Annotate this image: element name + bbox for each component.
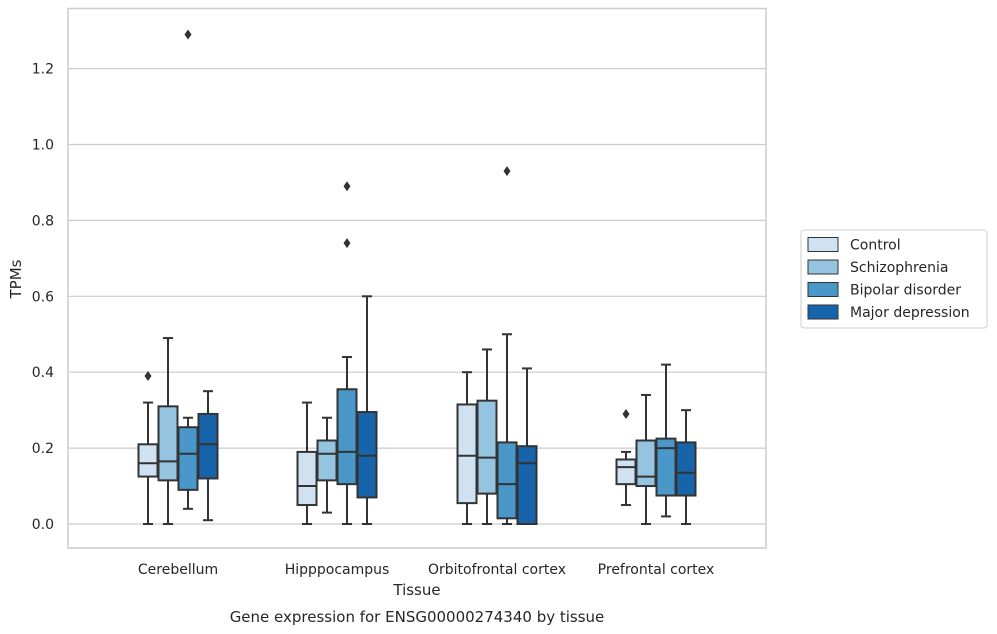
plot-frame	[67, 7, 767, 549]
box-group	[635, 393, 657, 525]
box-iqr	[197, 412, 219, 480]
y-tick-label: 0.0	[32, 517, 54, 533]
y-tick-labels: 0.0 0.2 0.4 0.6 0.8 1.0 1.2	[32, 62, 54, 533]
box-group	[197, 390, 219, 522]
legend-swatch	[807, 259, 839, 275]
legend-label: Bipolar disorder	[850, 283, 961, 299]
box-group	[476, 348, 498, 525]
box-group	[177, 29, 199, 510]
box-group	[296, 401, 318, 525]
legend: Control Schizophrenia Bipolar disorder Majo…	[800, 229, 988, 329]
box-group	[336, 181, 358, 525]
box-iqr	[296, 450, 318, 507]
box-group	[157, 337, 179, 525]
box-group	[516, 367, 538, 526]
box-iqr	[615, 458, 637, 486]
box-group	[456, 371, 478, 525]
box-iqr	[496, 441, 518, 520]
box-group	[137, 370, 159, 525]
box-iqr	[516, 445, 538, 526]
x-tick-label: Orbitofrontal cortex	[428, 562, 566, 578]
outlier-point	[184, 29, 192, 40]
box-group	[615, 408, 637, 507]
legend-label: Control	[850, 238, 901, 254]
outlier-point	[343, 181, 351, 192]
y-tick-label: 1.0	[32, 138, 54, 154]
x-tick-labels: Cerebellum Hipppocampus Orbitofrontal cort…	[138, 562, 714, 578]
x-tick-label: Cerebellum	[138, 562, 218, 578]
y-axis-title: TPMs	[7, 259, 25, 299]
legend-swatch	[807, 282, 839, 297]
box-iqr	[476, 399, 498, 495]
box-iqr	[635, 439, 657, 488]
box-group	[316, 416, 338, 514]
box-group	[356, 295, 378, 525]
box-iqr	[157, 405, 179, 482]
figure-caption: Gene expression for ENSG00000274340 by t…	[230, 608, 605, 626]
y-tick-label: 0.8	[32, 213, 54, 229]
x-tick-label: Hipppocampus	[285, 562, 390, 578]
x-tick-label: Prefrontal cortex	[598, 562, 715, 578]
box-iqr	[316, 439, 338, 482]
legend-swatch	[807, 237, 839, 252]
outlier-point	[503, 166, 511, 177]
x-axis-title: Tissue	[392, 581, 440, 599]
box-iqr	[456, 403, 478, 505]
outlier-point	[144, 370, 152, 381]
legend-swatch	[807, 304, 839, 320]
box-iqr	[137, 443, 159, 478]
legend-frame	[800, 229, 988, 329]
outlier-point	[343, 238, 351, 249]
y-tick-label: 1.2	[32, 62, 54, 78]
boxes	[137, 29, 697, 526]
legend-label: Schizophrenia	[850, 260, 948, 276]
y-tick-label: 0.6	[32, 289, 54, 305]
box-iqr	[675, 441, 697, 497]
y-tick-label: 0.2	[32, 441, 54, 457]
y-tick-label: 0.4	[32, 365, 54, 381]
box-iqr	[336, 388, 358, 486]
box-group	[675, 409, 697, 525]
box-group	[496, 166, 518, 525]
legend-label: Major depression	[850, 305, 970, 321]
box-group	[655, 363, 677, 518]
outlier-point	[622, 408, 630, 419]
box-iqr	[177, 426, 199, 491]
